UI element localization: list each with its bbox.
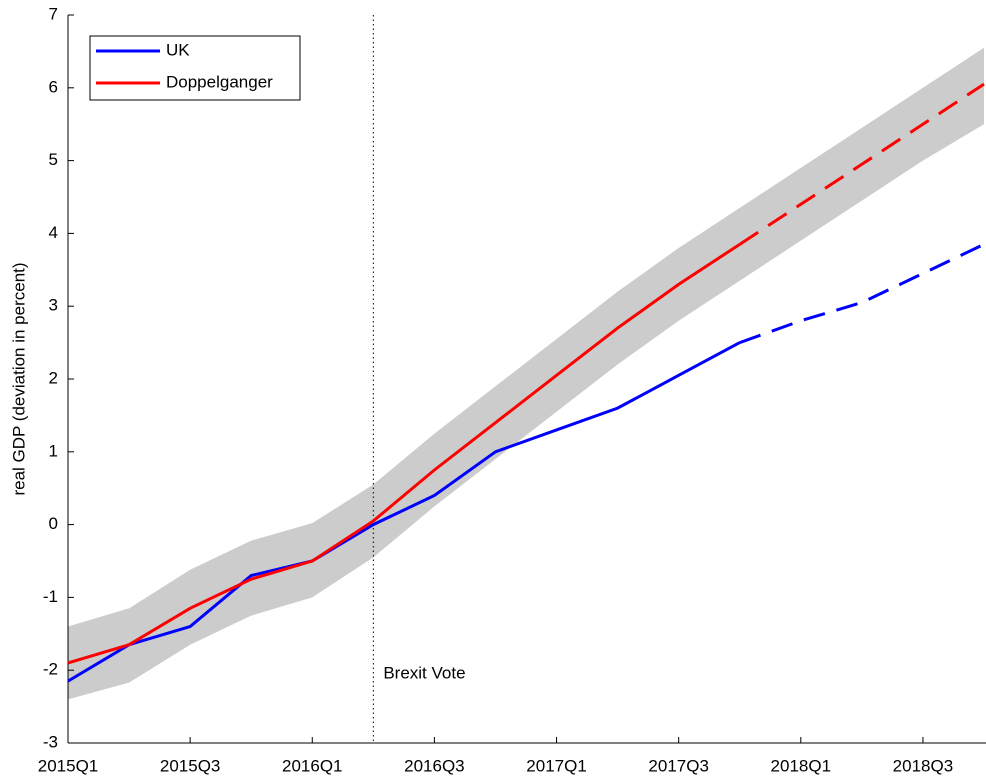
y-tick-label: -2 [43,660,58,679]
series-line [67,341,741,683]
y-tick-label: 2 [49,368,58,387]
legend-label: UK [166,40,190,59]
y-tick-label: -1 [43,587,58,606]
y-tick-label: -3 [43,732,58,751]
x-tick-label: 2018Q1 [771,756,832,775]
series-line-dashed [738,82,985,246]
y-tick-label: 3 [49,296,58,315]
y-tick-label: 4 [49,223,58,242]
y-tick-label: 7 [49,4,58,23]
confidence-band [68,47,984,700]
legend-label: Doppelganger [166,72,273,91]
event-label: Brexit Vote [383,663,465,682]
x-tick-label: 2016Q3 [404,756,465,775]
x-tick-label: 2015Q3 [160,756,221,775]
x-tick-label: 2017Q1 [526,756,587,775]
x-tick-label: 2017Q3 [648,756,709,775]
x-tick-label: 2018Q3 [893,756,954,775]
series-line [67,243,741,665]
series-line-dashed [739,242,985,345]
x-tick-label: 2016Q1 [282,756,343,775]
y-tick-label: 1 [49,441,58,460]
y-axis-label: real GDP (deviation in percent) [9,262,28,495]
x-tick-label: 2015Q1 [38,756,99,775]
legend-box [89,35,301,101]
y-tick-label: 5 [49,150,58,169]
y-tick-label: 6 [49,77,58,96]
y-tick-label: 0 [49,514,58,533]
